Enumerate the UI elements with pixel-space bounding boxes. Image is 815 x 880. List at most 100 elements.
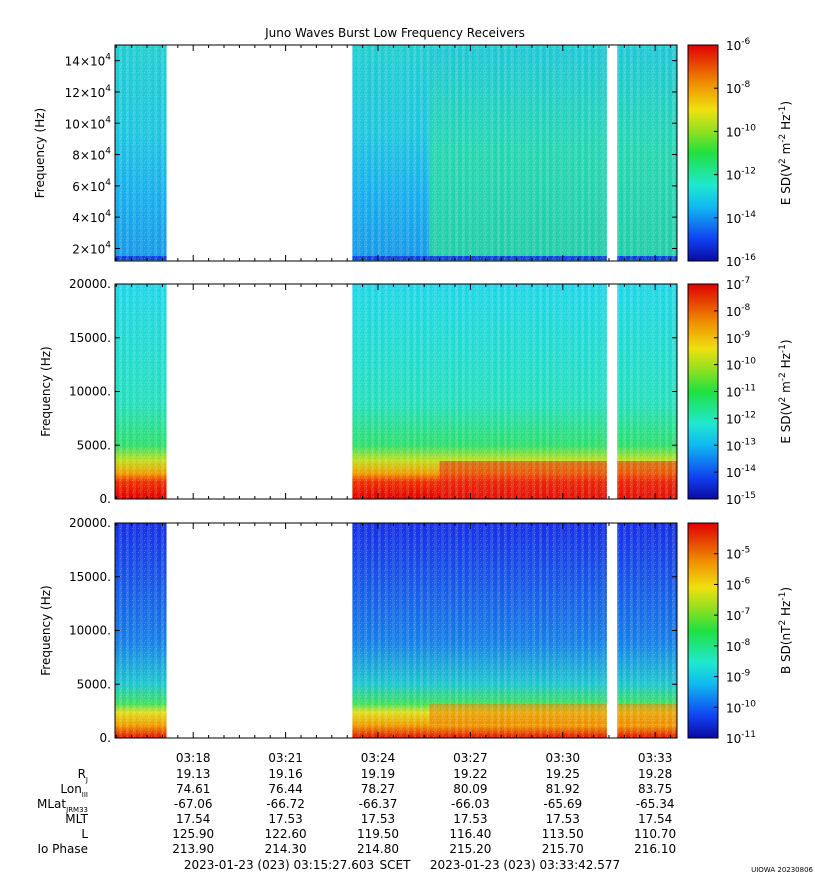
data-gap: [606, 522, 618, 739]
x-tick-label: 03:33: [638, 751, 673, 765]
ephemeris-value: -66.37: [359, 797, 398, 811]
colorbar-tick-label: 10-7: [726, 607, 750, 623]
panel-bottom: 0. 5000. 10000. 15000. 20000. Frequency (Hz) 1…: [39, 516, 793, 746]
ephemeris-value: 76.44: [268, 782, 302, 796]
ephemeris-value: 214.80: [357, 842, 399, 856]
ephemeris-value: -65.34: [636, 797, 675, 811]
ephemeris-value: 17.53: [546, 812, 580, 826]
panel-frame: [114, 44, 678, 262]
y-tick-label: 0.: [100, 731, 111, 745]
ephemeris-value: -67.06: [174, 797, 213, 811]
ephemeris-value: 17.53: [453, 812, 487, 826]
ephemeris-value: 83.75: [638, 782, 672, 796]
colorbar-label: E SD(V2 m-2 Hz-1): [778, 339, 793, 443]
data-gap: [606, 283, 618, 500]
ephemeris-value: 122.60: [265, 827, 307, 841]
ephemeris-value: 216.10: [634, 842, 676, 856]
colorbar-tick-label: 10-8: [726, 638, 751, 654]
x-tick-label: 03:27: [453, 751, 488, 765]
colorbar-label: E SD(V2 m-2 Hz-1): [778, 101, 793, 205]
y-tick-label: 10×104: [65, 115, 112, 131]
ephemeris-value: 213.90: [172, 842, 214, 856]
ephemeris-value: 19.16: [268, 767, 302, 781]
colorbar-tick-label: 10-10: [726, 357, 756, 373]
y-tick-label: 20000.: [69, 277, 111, 291]
ephemeris-row-label: LonIII: [60, 782, 88, 799]
y-tick-label: 2×104: [72, 240, 111, 256]
ephemeris-value: -66.72: [266, 797, 305, 811]
ephemeris-value: 19.25: [546, 767, 580, 781]
ephemeris-value: 119.50: [357, 827, 399, 841]
colorbar-tick-label: 10-7: [726, 276, 750, 292]
y-tick-label: 4×104: [72, 209, 111, 225]
ephemeris-value: -66.03: [451, 797, 490, 811]
colorbar-gradient: [687, 522, 719, 739]
ephemeris-row-label: Io Phase: [37, 842, 88, 856]
ephemeris-value: 17.54: [176, 812, 210, 826]
ephemeris-value: 215.20: [449, 842, 491, 856]
ephemeris-value: 215.70: [542, 842, 584, 856]
x-tick-label: 03:18: [176, 751, 211, 765]
ephemeris-value: 125.90: [172, 827, 214, 841]
y-tick-label: 0.: [100, 492, 111, 506]
ephemeris-value: 80.09: [453, 782, 487, 796]
ephemeris-value: 19.28: [638, 767, 672, 781]
colorbar-tick-label: 10-11: [726, 730, 756, 746]
y-tick-label: 5000.: [77, 677, 111, 691]
colorbar-tick-label: 10-6: [726, 576, 751, 592]
ephemeris-value: 78.27: [361, 782, 395, 796]
colorbar-tick-label: 10-9: [726, 330, 751, 346]
ephemeris-value: 81.92: [546, 782, 580, 796]
data-gap: [606, 44, 618, 262]
ephemeris-value: 17.53: [361, 812, 395, 826]
colorbar-gradient: [687, 283, 719, 500]
colorbar-middle: 10-7 10-8 10-9 10-10 10-11 10-12 10-13 10-14 10-…: [687, 276, 793, 507]
colorbar-tick-label: 10-14: [726, 464, 756, 480]
y-tick-label: 12×104: [65, 84, 112, 100]
footer-credit: UIOWA 20230806: [751, 866, 813, 874]
y-tick-label: 15000.: [69, 570, 111, 584]
x-tick-label: 03:24: [361, 751, 396, 765]
ephemeris-value: 74.61: [176, 782, 210, 796]
y-axis-label: Frequency (Hz): [39, 585, 53, 676]
panel-middle: 0. 5000. 10000. 15000. 20000. Frequency (Hz) 1…: [39, 276, 793, 507]
ephemeris-row-label: L: [81, 827, 88, 841]
colorbar-tick-label: 10-16: [726, 253, 756, 269]
colorbar-label: B SD(nT2 Hz-1): [778, 587, 793, 674]
footer-end-time: 2023-01-23 (023) 03:33:42.577: [430, 858, 620, 872]
colorbar-tick-label: 10-10: [726, 699, 756, 715]
ephemeris-row-label: MLatJRM33: [37, 797, 88, 814]
ephemeris-value: 19.19: [361, 767, 395, 781]
colorbar-gradient: [687, 44, 719, 262]
ephemeris-value: 19.22: [453, 767, 487, 781]
y-tick-label: 14×104: [65, 53, 112, 69]
colorbar-tick-label: 10-13: [726, 437, 756, 453]
data-gap: [166, 283, 353, 500]
y-axis-label: Frequency (Hz): [33, 108, 47, 199]
colorbar-tick-label: 10-11: [726, 384, 756, 400]
y-tick-label: 10000.: [69, 624, 111, 638]
chart-title: Juno Waves Burst Low Frequency Receivers: [264, 26, 525, 40]
colorbar-tick-label: 10-8: [726, 80, 751, 96]
ephemeris-value: 214.30: [265, 842, 307, 856]
footer-scet: SCET: [380, 858, 412, 872]
y-tick-label: 8×104: [72, 147, 111, 163]
ephemeris-value: 17.53: [268, 812, 302, 826]
colorbar-bottom: 10-5 10-6 10-7 10-8 10-9 10-10 10-11 B SD(nT2 H…: [687, 522, 793, 746]
ephemeris-value: 113.50: [542, 827, 584, 841]
x-tick-label: 03:21: [268, 751, 303, 765]
ephemeris-row-label: MLT: [65, 812, 88, 826]
colorbar-tick-label: 10-10: [726, 123, 756, 139]
y-tick-label: 15000.: [69, 331, 111, 345]
y-tick-label: 10000.: [69, 385, 111, 399]
y-tick-label: 5000.: [77, 438, 111, 452]
ephemeris-value: 110.70: [634, 827, 676, 841]
colorbar-tick-label: 10-9: [726, 669, 751, 685]
ephemeris-value: 19.13: [176, 767, 210, 781]
colorbar-tick-label: 10-12: [726, 410, 756, 426]
y-tick-label: 6×104: [72, 178, 111, 194]
colorbar-tick-label: 10-14: [726, 210, 756, 226]
ephemeris-value: -65.69: [543, 797, 582, 811]
ephemeris-value: 17.54: [638, 812, 672, 826]
